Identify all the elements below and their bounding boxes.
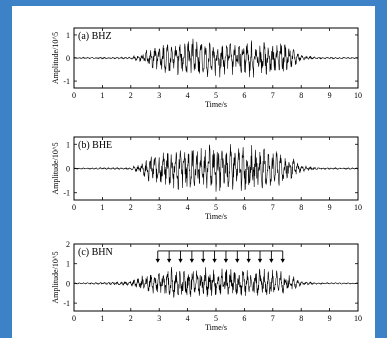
- x-tick-label: 1: [100, 91, 104, 100]
- x-tick-label: 9: [328, 314, 332, 323]
- y-axis-label: Amplitude/10^5: [51, 251, 60, 303]
- x-tick-label: 2: [129, 91, 133, 100]
- panel-title: (b) BHE: [78, 140, 112, 151]
- y-tick-label: 1: [66, 260, 70, 269]
- x-tick-label: 2: [129, 203, 133, 212]
- x-tick-label: 8: [299, 91, 303, 100]
- waveform-series: [73, 38, 359, 78]
- x-tick-label: 10: [354, 91, 362, 100]
- arrow-head: [189, 258, 195, 263]
- x-tick-label: 3: [157, 203, 161, 212]
- x-tick-label: 1: [100, 203, 104, 212]
- arrow-head: [166, 258, 172, 263]
- y-axis-label: Amplitude/10^5: [51, 32, 60, 84]
- arrow-head: [223, 258, 229, 263]
- x-axis-label: Time/s: [205, 100, 227, 109]
- x-tick-label: 10: [354, 314, 362, 323]
- arrow-head: [269, 258, 274, 263]
- arrow-head: [201, 258, 206, 263]
- y-tick-label: 0: [66, 165, 70, 174]
- x-tick-label: 6: [242, 91, 246, 100]
- x-tick-label: 6: [242, 203, 246, 212]
- y-tick-label: 1: [66, 31, 70, 40]
- arrow-head: [212, 258, 217, 263]
- x-tick-label: 4: [186, 314, 190, 323]
- y-tick-label: -1: [63, 189, 70, 198]
- y-tick-label: -1: [63, 77, 70, 86]
- x-tick-label: 8: [299, 203, 303, 212]
- arrow-head: [235, 258, 240, 263]
- x-tick-label: 5: [214, 91, 218, 100]
- x-tick-label: 7: [271, 91, 275, 100]
- waveform-series: [73, 267, 359, 298]
- plot-frame: [73, 243, 359, 312]
- x-tick-label: 9: [328, 91, 332, 100]
- x-tick-label: 0: [72, 314, 76, 323]
- arrow-head: [178, 258, 183, 263]
- waveform-series: [73, 144, 359, 192]
- arrow-head: [246, 258, 251, 263]
- arrow-head: [257, 258, 263, 263]
- x-tick-label: 4: [186, 91, 190, 100]
- x-tick-label: 5: [214, 314, 218, 323]
- y-tick-label: 1: [66, 140, 70, 149]
- arrow-head: [155, 258, 160, 263]
- x-tick-label: 7: [271, 314, 275, 323]
- y-tick-label: -1: [63, 299, 70, 308]
- panel-title: (a) BHZ: [78, 31, 112, 42]
- x-tick-label: 3: [157, 91, 161, 100]
- x-tick-label: 7: [271, 203, 275, 212]
- y-tick-label: 2: [66, 240, 70, 249]
- x-axis-label: Time/s: [205, 212, 227, 221]
- x-tick-label: 9: [328, 203, 332, 212]
- y-tick-label: 0: [66, 279, 70, 288]
- arrow-head: [280, 258, 285, 263]
- figure-panel: 0 1 2 3 4 5 6 7 8 9 10 1 0 -1 Time/s Amplitude/10^5 (a) …: [12, 6, 375, 338]
- x-tick-label: 8: [299, 314, 303, 323]
- panel-title: (c) BHN: [78, 247, 113, 258]
- x-tick-label: 6: [242, 314, 246, 323]
- x-tick-label: 0: [72, 91, 76, 100]
- x-axis-label: Time/s: [205, 323, 227, 332]
- x-tick-label: 10: [354, 203, 362, 212]
- y-tick-label: 0: [66, 54, 70, 63]
- x-tick-label: 0: [72, 203, 76, 212]
- x-tick-label: 5: [214, 203, 218, 212]
- y-axis-label: Amplitude/10^5: [51, 142, 60, 194]
- x-tick-label: 2: [129, 314, 133, 323]
- x-tick-label: 4: [186, 203, 190, 212]
- x-tick-label: 3: [157, 314, 161, 323]
- x-tick-label: 1: [100, 314, 104, 323]
